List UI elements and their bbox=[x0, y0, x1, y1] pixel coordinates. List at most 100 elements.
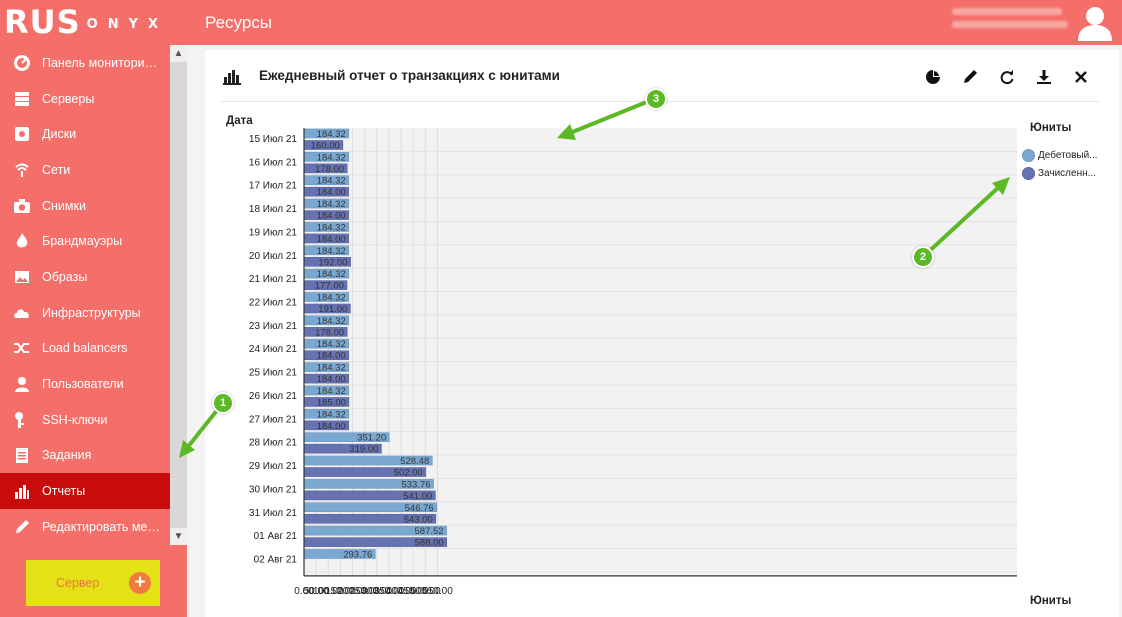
avatar[interactable] bbox=[1076, 3, 1114, 41]
y-axis-title: Дата bbox=[226, 115, 253, 127]
legend-title: Юниты bbox=[1030, 122, 1072, 134]
x-axis-title: Юниты bbox=[1030, 595, 1072, 607]
sidebar-item-dashboard[interactable]: Панель мониторинга bbox=[0, 45, 170, 81]
bar-value-label: 184.32 bbox=[317, 199, 346, 210]
user-info[interactable] bbox=[952, 8, 1068, 36]
sidebar-scrollbar[interactable]: ▲ ▼ bbox=[170, 45, 187, 545]
bar-chart-icon bbox=[223, 70, 241, 85]
logo[interactable]: RUS ONYX bbox=[4, 4, 168, 40]
callout-3: 3 bbox=[645, 88, 667, 110]
bar-value-label: 184.32 bbox=[317, 409, 346, 420]
bar-value-label: 184.32 bbox=[317, 246, 346, 257]
bar-value-label: 192.00 bbox=[319, 257, 348, 268]
bar-value-label: 184.32 bbox=[317, 386, 346, 397]
scroll-up-icon[interactable]: ▲ bbox=[170, 45, 187, 62]
bar-value-label: 351.20 bbox=[357, 433, 386, 444]
close-icon bbox=[1075, 71, 1087, 83]
bar-value-label: 502.00 bbox=[394, 468, 423, 479]
sidebar-item-ssh-keys[interactable]: SSH-ключи bbox=[0, 402, 170, 438]
pie-chart-icon bbox=[926, 70, 940, 84]
sidebar: Панель мониторинга Серверы Диски Сети Сн… bbox=[0, 45, 187, 617]
scroll-down-icon[interactable]: ▼ bbox=[170, 528, 187, 545]
y-tick-label: 25 Июл 21 bbox=[249, 368, 298, 379]
sidebar-item-users[interactable]: Пользователи bbox=[0, 366, 170, 402]
panel-title: Ежедневный отчет о транзакциях с юнитами bbox=[259, 68, 560, 83]
bar-value-label: 184.00 bbox=[317, 351, 346, 362]
y-tick-label: 02 Авг 21 bbox=[254, 554, 298, 565]
bar-value-label: 178.00 bbox=[315, 327, 344, 338]
bar-value-label: 184.00 bbox=[317, 421, 346, 432]
y-tick-label: 15 Июл 21 bbox=[249, 134, 298, 145]
bar-value-label: 177.00 bbox=[315, 281, 344, 292]
sidebar-item-tasks[interactable]: Задания bbox=[0, 438, 170, 474]
download-button[interactable] bbox=[1033, 66, 1055, 88]
download-icon bbox=[1037, 70, 1051, 84]
x-tick-label: 0.00 bbox=[294, 586, 314, 597]
y-tick-label: 28 Июл 21 bbox=[249, 438, 298, 449]
x-tick-label: 450.00 bbox=[398, 586, 429, 597]
bar-value-label: 184.32 bbox=[317, 339, 346, 350]
camera-icon bbox=[12, 196, 32, 216]
close-button[interactable] bbox=[1070, 66, 1092, 88]
bar-value-label: 184.00 bbox=[317, 234, 346, 245]
y-tick-label: 26 Июл 21 bbox=[249, 391, 298, 402]
bar-value-label: 184.32 bbox=[317, 316, 346, 327]
x-tick-label: 500.00 bbox=[410, 586, 441, 597]
bar-value-label: 160.00 bbox=[311, 141, 340, 152]
y-tick-label: 20 Июл 21 bbox=[249, 251, 298, 262]
cloud-icon bbox=[12, 303, 32, 323]
legend-item-debit[interactable]: Дебетовый... bbox=[1022, 147, 1098, 163]
x-tick-label: 100.00 bbox=[313, 586, 344, 597]
y-tick-label: 31 Июл 21 bbox=[249, 508, 298, 519]
bar-value-label: 184.32 bbox=[317, 363, 346, 374]
sidebar-item-networks[interactable]: Сети bbox=[0, 152, 170, 188]
sidebar-item-reports[interactable]: Отчеты bbox=[0, 473, 170, 509]
refresh-button[interactable] bbox=[996, 66, 1018, 88]
page-title: Ресурсы bbox=[205, 13, 273, 32]
y-tick-label: 27 Июл 21 bbox=[249, 414, 298, 425]
x-tick-label: 300.00 bbox=[362, 586, 393, 597]
y-tick-label: 23 Июл 21 bbox=[249, 321, 298, 332]
sidebar-item-load-balancers[interactable]: Load balancers bbox=[0, 331, 170, 367]
bar-value-label: 588.00 bbox=[415, 538, 444, 549]
add-server-button[interactable]: Сервер + bbox=[26, 560, 160, 606]
edit-button[interactable] bbox=[959, 66, 981, 88]
add-server-label: Сервер bbox=[56, 576, 100, 590]
sidebar-item-images[interactable]: Образы bbox=[0, 259, 170, 295]
bar-value-label: 191.00 bbox=[318, 304, 347, 315]
bar-value-label: 184.32 bbox=[317, 176, 346, 187]
bar-value-label: 533.76 bbox=[401, 479, 430, 490]
callout-1: 1 bbox=[212, 392, 234, 414]
y-tick-label: 29 Июл 21 bbox=[249, 461, 298, 472]
x-tick-label: 50.00 bbox=[304, 586, 329, 597]
sidebar-item-disks[interactable]: Диски bbox=[0, 116, 170, 152]
y-tick-label: 21 Июл 21 bbox=[249, 274, 298, 285]
sidebar-item-snapshots[interactable]: Снимки bbox=[0, 188, 170, 224]
sidebar-item-edit-menu[interactable]: Редактировать меню bbox=[0, 509, 170, 545]
y-tick-label: 01 Авг 21 bbox=[254, 531, 298, 542]
logo-main: RUS bbox=[4, 3, 81, 41]
x-tick-label: 150.00 bbox=[325, 586, 356, 597]
image-icon bbox=[12, 267, 32, 287]
fire-icon bbox=[12, 231, 32, 251]
y-tick-label: 18 Июл 21 bbox=[249, 204, 298, 215]
sidebar-item-firewalls[interactable]: Брандмауэры bbox=[0, 223, 170, 259]
x-tick-label: 350.00 bbox=[374, 586, 405, 597]
bar-chart-icon bbox=[12, 481, 32, 501]
bar-value-label: 528.48 bbox=[400, 456, 429, 467]
sidebar-item-infrastructure[interactable]: Инфраструктуры bbox=[0, 295, 170, 331]
sidebar-nav: Панель мониторинга Серверы Диски Сети Сн… bbox=[0, 45, 170, 545]
clipboard-icon bbox=[12, 445, 32, 465]
refresh-icon bbox=[1000, 70, 1014, 85]
sidebar-item-servers[interactable]: Серверы bbox=[0, 81, 170, 117]
user-icon bbox=[12, 374, 32, 394]
pencil-icon bbox=[12, 517, 32, 537]
bar-value-label: 587.52 bbox=[415, 526, 444, 537]
pie-chart-button[interactable] bbox=[922, 66, 944, 88]
legend-label: Зачисленн... bbox=[1038, 167, 1096, 179]
disk-icon bbox=[12, 124, 32, 144]
shuffle-icon bbox=[12, 338, 32, 358]
dashboard-icon bbox=[12, 53, 32, 73]
legend-item-credit[interactable]: Зачисленн... bbox=[1022, 165, 1096, 181]
